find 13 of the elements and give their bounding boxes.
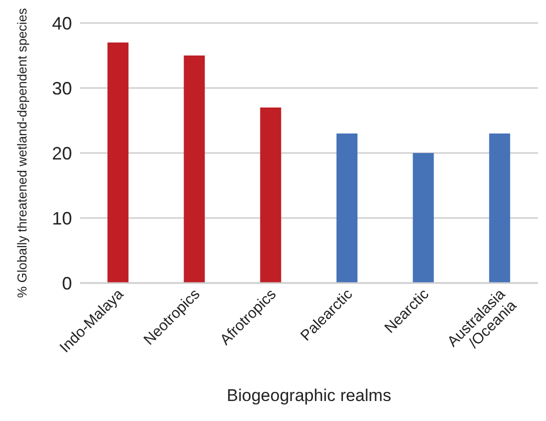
x-axis-title: Biogeographic realms xyxy=(226,386,392,406)
y-tick-label: 10 xyxy=(52,208,72,228)
y-tick-label: 0 xyxy=(62,273,72,294)
y-tick-label: 20 xyxy=(52,143,72,164)
y-tick-label: 40 xyxy=(52,13,72,34)
bar xyxy=(107,42,128,283)
y-axis-title: % Globally threatened wetland-dependent species xyxy=(14,8,30,298)
bar xyxy=(412,153,434,283)
bar xyxy=(336,134,358,283)
y-tick-label: 30 xyxy=(52,78,72,98)
bar xyxy=(260,108,282,283)
bar xyxy=(489,134,510,283)
bar xyxy=(184,56,205,283)
